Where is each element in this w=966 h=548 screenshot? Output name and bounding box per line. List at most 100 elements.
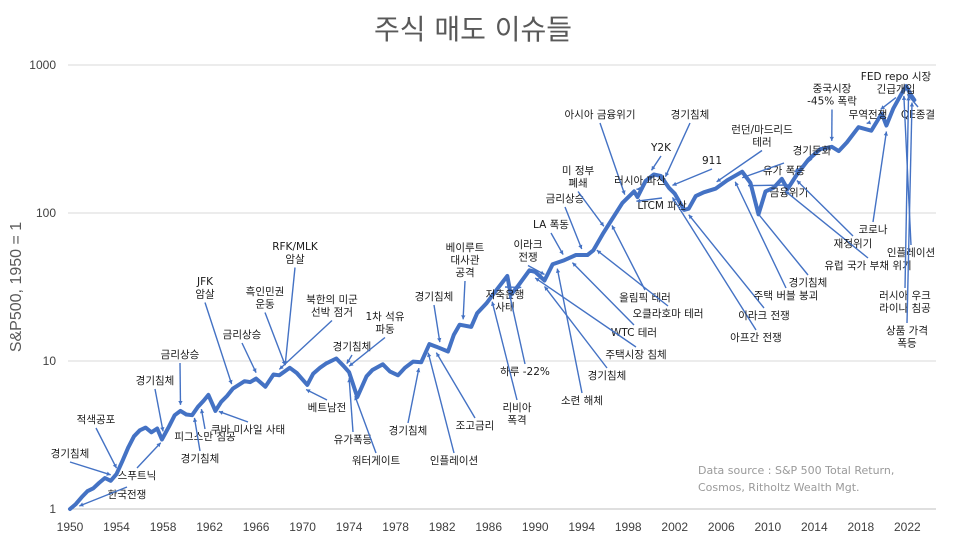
annotation-arrowhead bbox=[252, 368, 257, 373]
annotation-arrow bbox=[611, 225, 646, 291]
annotation-label: 유럽 국가 부채 위기 bbox=[824, 259, 911, 272]
annotation-label-line: 주택 버블 붕괴 bbox=[754, 290, 819, 302]
annotation-arrowhead bbox=[596, 250, 602, 255]
annotation-label: 이라크 전쟁 bbox=[514, 239, 543, 264]
annotation-arrow bbox=[796, 180, 854, 237]
annotation: 코로나 bbox=[859, 131, 888, 236]
annotation: 경기침체 bbox=[415, 290, 454, 343]
annotation-arrowhead bbox=[742, 174, 747, 179]
annotation-label: 경기둔화 bbox=[793, 144, 832, 157]
x-tick-label: 1998 bbox=[615, 520, 642, 534]
annotation-label-line: 경기침체 bbox=[415, 290, 454, 303]
y-tick-label: 100 bbox=[36, 206, 56, 220]
annotation-label: 유가 폭등 bbox=[763, 165, 805, 177]
annotation-label-line: 대사관 bbox=[451, 255, 480, 267]
annotation-label-line: 라이나 침공 bbox=[879, 303, 931, 315]
annotation-label-line: 무역전쟁 bbox=[849, 109, 888, 121]
annotation-label-line: 이라크 bbox=[514, 239, 543, 251]
annotation: 피그스만 침공 bbox=[174, 408, 236, 443]
annotation-label-line: 금리상승 bbox=[161, 349, 200, 361]
annotation-label: 인플레이션 bbox=[887, 247, 935, 259]
annotation-arrow bbox=[204, 302, 233, 385]
annotation: JFK 암살 bbox=[195, 276, 233, 385]
annotation: 경기침체 bbox=[51, 447, 111, 476]
annotation-label: LA 폭동 bbox=[533, 219, 569, 231]
annotation: LA 폭동 bbox=[533, 219, 569, 255]
annotation: 재정위기 bbox=[796, 180, 873, 250]
annotation-label: 베트남전 bbox=[308, 402, 347, 414]
annotation-arrow bbox=[748, 184, 790, 187]
x-axis-ticks: 1950 1954 1958 1962 1966 1970 1974 1978 1982 1986… bbox=[57, 520, 921, 534]
y-axis-label: S&P500, 1950 = 1 bbox=[8, 222, 25, 352]
annotation-label: 코로나 bbox=[859, 224, 888, 236]
annotation-label-line: 경기침체 bbox=[181, 452, 220, 465]
annotation-arrow bbox=[556, 268, 583, 394]
annotation-label-line: 경기침체 bbox=[671, 108, 710, 121]
annotation: FED repo 시장 긴급개입 bbox=[861, 71, 932, 110]
annotation-label-line: 전쟁 bbox=[518, 252, 537, 264]
x-tick-label: 1950 bbox=[57, 520, 84, 534]
annotation-label-line: 베이루트 bbox=[446, 242, 485, 254]
annotation-arrowhead bbox=[734, 181, 739, 187]
annotation-label: 경기침체 bbox=[136, 374, 175, 387]
annotation-arrowhead bbox=[349, 362, 354, 367]
annotation-arrowhead bbox=[112, 463, 117, 469]
chart-title: 주식 매도 이슈들 bbox=[374, 13, 572, 46]
annotation-arrowhead bbox=[688, 214, 693, 220]
annotation-label: 아프간 전쟁 bbox=[730, 332, 782, 344]
annotation-label: 상품 가격 폭등 bbox=[886, 324, 928, 350]
annotation-label-line: 런던/마드리드 bbox=[731, 124, 793, 136]
annotation-arrowhead bbox=[491, 301, 496, 307]
annotation-label-line: 사태 bbox=[495, 302, 514, 314]
x-tick-label: 1962 bbox=[196, 520, 223, 534]
annotation-arrow bbox=[534, 277, 637, 348]
annotation: WTC 테러 bbox=[571, 262, 657, 339]
y-tick-label: 1 bbox=[49, 502, 56, 516]
annotation-arrow bbox=[69, 461, 111, 476]
annotation-label: 하루 -22% bbox=[500, 365, 550, 378]
annotation: LTCM 파산 bbox=[636, 197, 687, 212]
annotation: 아프간 전쟁 bbox=[671, 196, 782, 344]
annotation-label-line: 이라크 전쟁 bbox=[738, 310, 790, 322]
x-tick-label: 1970 bbox=[289, 520, 316, 534]
annotation-label: 아시아 금융위기 bbox=[565, 108, 636, 121]
annotation-arrowhead bbox=[346, 359, 351, 364]
annotation-label: QE종결 bbox=[901, 109, 935, 121]
annotation-label-line: 경기침체 bbox=[333, 340, 372, 353]
annotation: 경기침체 bbox=[333, 340, 372, 364]
annotation-label: Y2K bbox=[650, 142, 672, 154]
annotation: 상품 가격 폭등 bbox=[886, 102, 928, 350]
x-tick-label: 2006 bbox=[708, 520, 735, 534]
x-tick-label: 2002 bbox=[661, 520, 688, 534]
annotation: 베트남전 bbox=[305, 388, 347, 414]
annotation: 이라크 전쟁 bbox=[514, 239, 545, 276]
annotation: 중국시장 -45% 폭락 bbox=[807, 83, 857, 141]
annotation-label: 재정위기 bbox=[834, 237, 873, 250]
annotation-label: 경기침체 bbox=[51, 447, 90, 460]
annotation-label: 올림픽 테러 bbox=[619, 292, 671, 304]
annotation-label: 경기침체 bbox=[389, 424, 428, 437]
annotation-label-line: 유럽 국가 부채 위기 bbox=[824, 259, 911, 272]
annotation-label-line: 아시아 금융위기 bbox=[565, 108, 636, 121]
annotation-arrowhead bbox=[909, 102, 915, 107]
annotation-label-line: 흑인민권 bbox=[246, 285, 285, 298]
annotation-arrowhead bbox=[517, 285, 522, 290]
annotation-label: 이라크 전쟁 bbox=[738, 310, 790, 322]
annotation-label-line: 경기침체 bbox=[389, 424, 428, 437]
annotation-arrow bbox=[435, 352, 476, 419]
annotation: 베이루트 대사관 공격 bbox=[446, 242, 485, 320]
x-tick-label: 2022 bbox=[894, 520, 921, 534]
annotation-arrowhead bbox=[354, 396, 359, 401]
annotation: 북한의 미군 선박 점거 bbox=[278, 294, 358, 370]
annotation: Y2K bbox=[650, 142, 672, 171]
annotation-arrow bbox=[79, 486, 128, 507]
annotation: QE종결 bbox=[901, 93, 935, 121]
annotation-label-line: 경기둔화 bbox=[793, 144, 832, 157]
x-tick-label: 2018 bbox=[847, 520, 874, 534]
annotation-label: RFK/MLK 암살 bbox=[272, 241, 319, 266]
annotation-label-line: 적색공포 bbox=[77, 414, 116, 426]
annotation: 경기침체 bbox=[543, 286, 626, 382]
annotation-label: 1차 석유 파동 bbox=[366, 311, 405, 336]
annotation-arrowhead bbox=[621, 190, 626, 195]
